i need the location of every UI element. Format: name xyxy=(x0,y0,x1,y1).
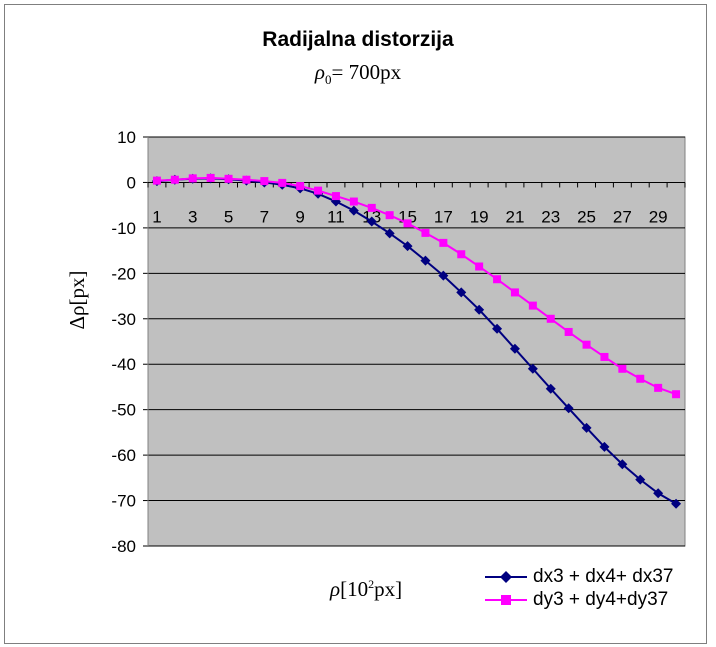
data-point-0 xyxy=(563,403,574,414)
y-tick-label: 10 xyxy=(117,128,136,147)
y-tick-label: -60 xyxy=(111,446,136,465)
y-tick-label: -30 xyxy=(111,310,136,329)
data-point-1 xyxy=(206,173,215,182)
data-point-0 xyxy=(384,228,395,239)
data-point-1 xyxy=(421,228,430,237)
legend-label-dx: dx3 + dx4+ dx37 xyxy=(533,565,674,587)
x-tick-label: 5 xyxy=(224,207,233,226)
chart-subtitle: ρ0= 700px xyxy=(0,60,716,88)
legend-item-dx: dx3 + dx4+ dx37 xyxy=(485,565,674,588)
x-tick-label: 19 xyxy=(470,207,489,226)
x-axis-label: ρ[102px] xyxy=(330,577,402,602)
x-tick-label: 3 xyxy=(188,207,197,226)
data-point-1 xyxy=(278,178,287,187)
data-point-1 xyxy=(349,197,358,206)
data-point-0 xyxy=(617,459,628,470)
data-point-0 xyxy=(599,441,610,452)
x-tick-label: 7 xyxy=(260,207,269,226)
data-point-1 xyxy=(314,186,323,195)
data-point-0 xyxy=(438,270,449,281)
y-axis-label: Δρ[px] xyxy=(65,271,89,330)
x-tick-label: 9 xyxy=(295,207,304,226)
y-tick-label: 0 xyxy=(127,173,136,192)
data-point-0 xyxy=(420,255,431,266)
data-point-0 xyxy=(545,383,556,394)
data-point-1 xyxy=(170,175,179,184)
data-point-0 xyxy=(671,498,682,509)
data-point-1 xyxy=(493,275,502,284)
data-point-1 xyxy=(600,352,609,361)
x-label-post: px] xyxy=(374,577,403,601)
data-point-1 xyxy=(510,288,519,297)
y-tick-label: -40 xyxy=(111,355,136,374)
x-label-pre: [10 xyxy=(340,577,369,601)
x-label-exponent: 2 xyxy=(368,577,375,591)
data-point-1 xyxy=(296,182,305,191)
data-point-1 xyxy=(367,203,376,212)
data-point-0 xyxy=(474,304,485,315)
x-tick-label: 11 xyxy=(327,207,345,226)
data-point-1 xyxy=(242,175,251,184)
data-point-1 xyxy=(636,374,645,383)
legend-key-dy xyxy=(485,594,527,605)
x-tick-label: 1 xyxy=(152,207,161,226)
rho-symbol: ρ xyxy=(314,60,325,84)
data-point-1 xyxy=(618,364,627,373)
data-point-0 xyxy=(402,241,413,252)
data-point-1 xyxy=(582,340,591,349)
x-tick-label: 27 xyxy=(613,207,632,226)
data-point-1 xyxy=(546,314,555,323)
data-point-1 xyxy=(188,174,197,183)
subtitle-value: = 700px xyxy=(331,60,402,84)
legend-item-dy: dy3 + dy4+dy37 xyxy=(485,588,674,611)
legend: dx3 + dx4+ dx37 dy3 + dy4+dy37 xyxy=(485,565,674,611)
chart-title: Radijalna distorzija xyxy=(262,28,454,51)
data-point-0 xyxy=(456,287,467,298)
data-point-1 xyxy=(331,192,340,201)
x-axis: 1357911131517192123252729 xyxy=(147,181,686,226)
data-point-1 xyxy=(672,390,681,399)
data-point-1 xyxy=(224,174,233,183)
data-point-1 xyxy=(654,383,663,392)
x-tick-label: 17 xyxy=(434,207,453,226)
y-axis-ticks: 10 0 -10 -20 -30 -40 -50 -60 -70 -80 xyxy=(111,128,149,556)
data-point-0 xyxy=(527,363,538,374)
data-point-1 xyxy=(439,238,448,247)
data-point-1 xyxy=(457,250,466,259)
data-point-0 xyxy=(581,422,592,433)
data-point-0 xyxy=(653,488,664,499)
y-tick-label: -10 xyxy=(111,219,136,238)
legend-key-dx xyxy=(485,570,527,583)
x-tick-label: 25 xyxy=(577,207,596,226)
data-point-0 xyxy=(366,216,377,227)
series-group xyxy=(151,173,682,509)
y-tick-label: -80 xyxy=(111,537,136,556)
x-tick-label: 29 xyxy=(649,207,668,226)
data-point-1 xyxy=(564,327,573,336)
data-point-1 xyxy=(385,211,394,220)
data-point-0 xyxy=(492,323,503,334)
plot-area xyxy=(147,136,686,547)
data-point-1 xyxy=(475,262,484,271)
x-tick-label: 21 xyxy=(505,207,524,226)
y-tick-label: -50 xyxy=(111,401,136,420)
data-point-1 xyxy=(403,219,412,228)
y-tick-label: -20 xyxy=(111,264,136,283)
data-point-1 xyxy=(260,177,269,186)
legend-label-dy: dy3 + dy4+dy37 xyxy=(533,588,669,610)
rho-subscript: 0 xyxy=(325,72,332,88)
data-point-1 xyxy=(528,301,537,310)
data-point-0 xyxy=(635,474,646,485)
data-point-0 xyxy=(509,343,520,354)
x-rho-symbol: ρ xyxy=(330,577,341,601)
y-tick-label: -70 xyxy=(111,492,136,511)
x-tick-label: 23 xyxy=(541,207,560,226)
data-point-0 xyxy=(348,205,359,216)
data-point-1 xyxy=(152,176,161,185)
